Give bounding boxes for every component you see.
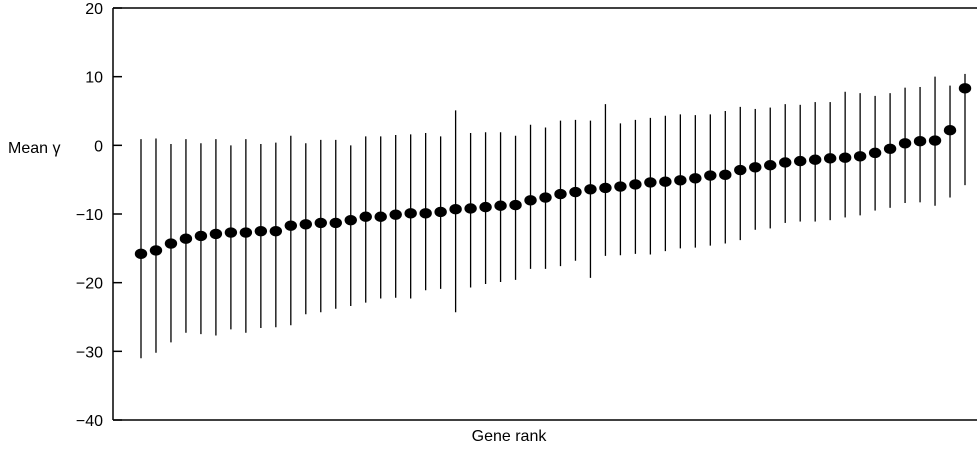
- data-point: [764, 160, 777, 171]
- data-point: [464, 203, 477, 214]
- data-point: [404, 208, 417, 219]
- data-point: [674, 175, 687, 186]
- data-point: [794, 155, 807, 167]
- data-point: [629, 179, 642, 190]
- error-bar-group: [140, 73, 966, 359]
- data-point: [344, 214, 357, 226]
- data-point: [838, 152, 852, 163]
- data-point: [913, 136, 927, 147]
- x-axis-title: Gene rank: [472, 428, 548, 445]
- data-point: [449, 203, 462, 215]
- data-point: [853, 151, 867, 162]
- data-point: [419, 208, 432, 219]
- data-point: [614, 181, 627, 192]
- data-point: [509, 199, 522, 211]
- data-point: [704, 170, 717, 181]
- data-point: [779, 157, 792, 168]
- data-point: [868, 147, 882, 159]
- data-point: [808, 154, 822, 165]
- y-tick-label: −40: [76, 413, 103, 430]
- y-tick-label: −10: [76, 207, 103, 224]
- data-point: [734, 164, 747, 176]
- data-point: [134, 248, 148, 260]
- y-tick-label: −30: [76, 344, 103, 361]
- data-point: [749, 162, 762, 173]
- data-point: [179, 233, 193, 244]
- data-point: [284, 220, 298, 231]
- y-tick-label: 10: [85, 70, 103, 87]
- y-tick-label: 0: [94, 138, 103, 155]
- y-axis: 20 10 0 −10 −20 −30 −40: [76, 1, 122, 430]
- y-axis-title: Mean γ: [8, 140, 60, 157]
- data-point: [329, 217, 342, 229]
- data-point: [194, 230, 208, 242]
- data-point: [149, 245, 163, 256]
- data-point: [269, 225, 283, 237]
- data-point: [823, 153, 837, 164]
- data-point: [554, 188, 567, 200]
- data-point: [359, 211, 372, 222]
- data-point: [883, 143, 897, 154]
- data-point: [164, 238, 178, 249]
- data-point: [539, 192, 552, 203]
- data-point: [689, 173, 702, 184]
- data-point: [584, 184, 597, 195]
- data-point: [494, 200, 507, 211]
- data-point-group: [134, 83, 972, 260]
- data-point: [524, 195, 537, 206]
- data-point: [299, 219, 312, 230]
- data-point: [314, 217, 327, 229]
- data-point: [569, 186, 582, 198]
- data-point: [898, 138, 912, 149]
- data-point: [479, 201, 492, 213]
- data-point: [239, 227, 253, 238]
- y-tick-label: −20: [76, 276, 103, 293]
- data-point: [389, 209, 402, 220]
- data-point: [958, 83, 972, 94]
- data-point: [224, 227, 238, 238]
- data-point: [209, 228, 223, 240]
- data-point: [943, 125, 957, 136]
- data-point: [644, 177, 657, 188]
- y-tick-label: 20: [85, 1, 103, 18]
- data-point: [719, 169, 732, 181]
- data-point: [659, 176, 672, 187]
- data-point: [434, 206, 447, 218]
- data-point: [374, 211, 387, 222]
- data-point: [254, 225, 268, 237]
- data-point: [928, 135, 942, 146]
- data-point: [599, 182, 612, 194]
